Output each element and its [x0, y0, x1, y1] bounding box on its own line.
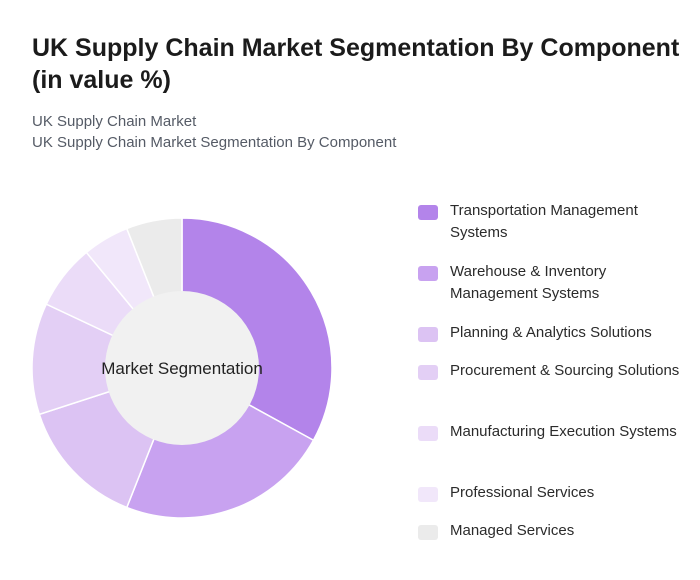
legend-label: Procurement & Sourcing Solutions: [450, 362, 680, 379]
breadcrumb-market: UK Supply Chain Market: [32, 113, 197, 130]
legend-label: Professional Services: [450, 484, 595, 501]
donut-chart: Market Segmentation: [31, 217, 333, 519]
legend-label: Manufacturing Execution Systems: [450, 423, 677, 440]
legend-label: Warehouse & Inventory Management Systems: [450, 263, 607, 302]
center-label: Market Segmentation: [101, 359, 263, 378]
legend-swatch: [418, 205, 438, 220]
legend-swatch: [418, 525, 438, 540]
legend-label: Transportation Management Systems: [450, 202, 638, 241]
legend-swatch: [418, 266, 438, 281]
legend-swatch: [418, 327, 438, 342]
legend-swatch: [418, 426, 438, 441]
legend-swatch: [418, 365, 438, 380]
chart-title: UK Supply Chain Market Segmentation By C…: [32, 34, 680, 94]
donut-hole: [105, 291, 259, 445]
legend-label: Planning & Analytics Solutions: [450, 324, 652, 341]
legend-label: Managed Services: [450, 522, 575, 539]
breadcrumb-segmentation: UK Supply Chain Market Segmentation By C…: [32, 134, 397, 151]
legend-swatch: [418, 487, 438, 502]
